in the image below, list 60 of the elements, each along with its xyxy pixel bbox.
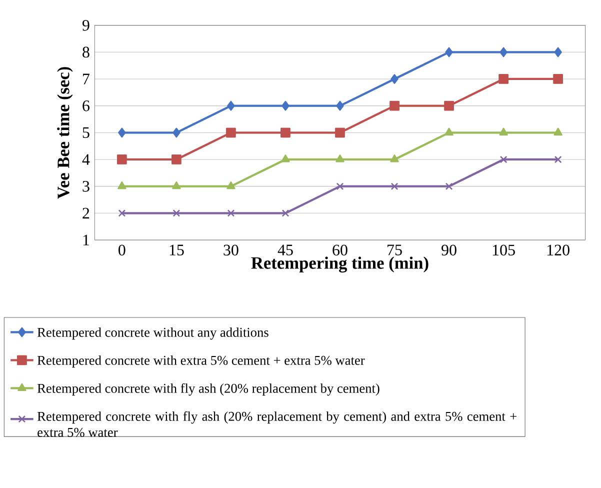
point — [336, 182, 344, 190]
point — [390, 74, 398, 84]
point — [282, 209, 290, 217]
point — [280, 128, 290, 138]
y-axis-title: Vee Bee time (sec) — [57, 67, 73, 199]
point — [336, 100, 344, 111]
x-tick-label: 120 — [547, 244, 570, 256]
x-tick-label: 30 — [224, 244, 238, 256]
point — [226, 128, 236, 138]
point — [500, 47, 508, 58]
point — [554, 128, 562, 136]
point — [553, 74, 563, 84]
point — [335, 128, 345, 138]
point — [281, 154, 290, 162]
x-tick-label: 15 — [170, 244, 184, 256]
point — [172, 154, 182, 164]
y-tick-label: 9 — [82, 20, 90, 31]
legend-label: Retempered concrete with extra 5% cement + extra 5% water — [37, 355, 365, 368]
point — [500, 156, 508, 164]
x-tick-label: 90 — [442, 244, 456, 256]
point — [118, 209, 126, 217]
y-tick-label: 2 — [82, 208, 90, 218]
x-tick-label: 75 — [388, 244, 402, 256]
point — [554, 156, 562, 164]
point — [554, 47, 562, 58]
point — [498, 74, 508, 84]
point — [172, 209, 180, 217]
x-tick-label: 45 — [278, 244, 293, 256]
point — [282, 100, 290, 111]
point — [118, 181, 126, 190]
y-tick-label: 3 — [82, 180, 90, 192]
point — [172, 128, 180, 138]
y-tick-label: 6 — [82, 100, 90, 112]
point — [499, 128, 508, 136]
y-tick-label: 4 — [82, 154, 90, 165]
y-tick-label: 8 — [82, 46, 90, 58]
point — [336, 154, 344, 162]
point — [118, 128, 126, 138]
point — [444, 100, 454, 111]
x-tick-label: 60 — [332, 244, 348, 256]
legend-label: Retempered concrete with fly ash (20% replacement by cement) and extra 5% cement + extra 5% water — [37, 411, 516, 437]
point — [172, 181, 181, 190]
y-tick-label: 5 — [82, 127, 90, 138]
point — [226, 181, 236, 190]
point — [445, 47, 453, 58]
x-tick-label: 105 — [492, 244, 515, 256]
point — [390, 154, 399, 162]
point — [445, 182, 453, 190]
y-tick-label: 1 — [83, 234, 90, 246]
legend-label: Retempered concrete without any additions — [37, 327, 268, 340]
x-axis-title: Retempering time (min) — [251, 256, 428, 273]
x-tick-label: 0 — [118, 244, 126, 256]
point — [390, 100, 400, 111]
point — [227, 209, 235, 217]
y-tick-label: 7 — [83, 74, 90, 84]
point — [444, 128, 454, 136]
point — [390, 182, 398, 190]
point — [227, 100, 235, 111]
legend-label: Retempered concrete with fly ash (20% replacement by cement) — [37, 383, 380, 396]
point — [116, 154, 127, 164]
